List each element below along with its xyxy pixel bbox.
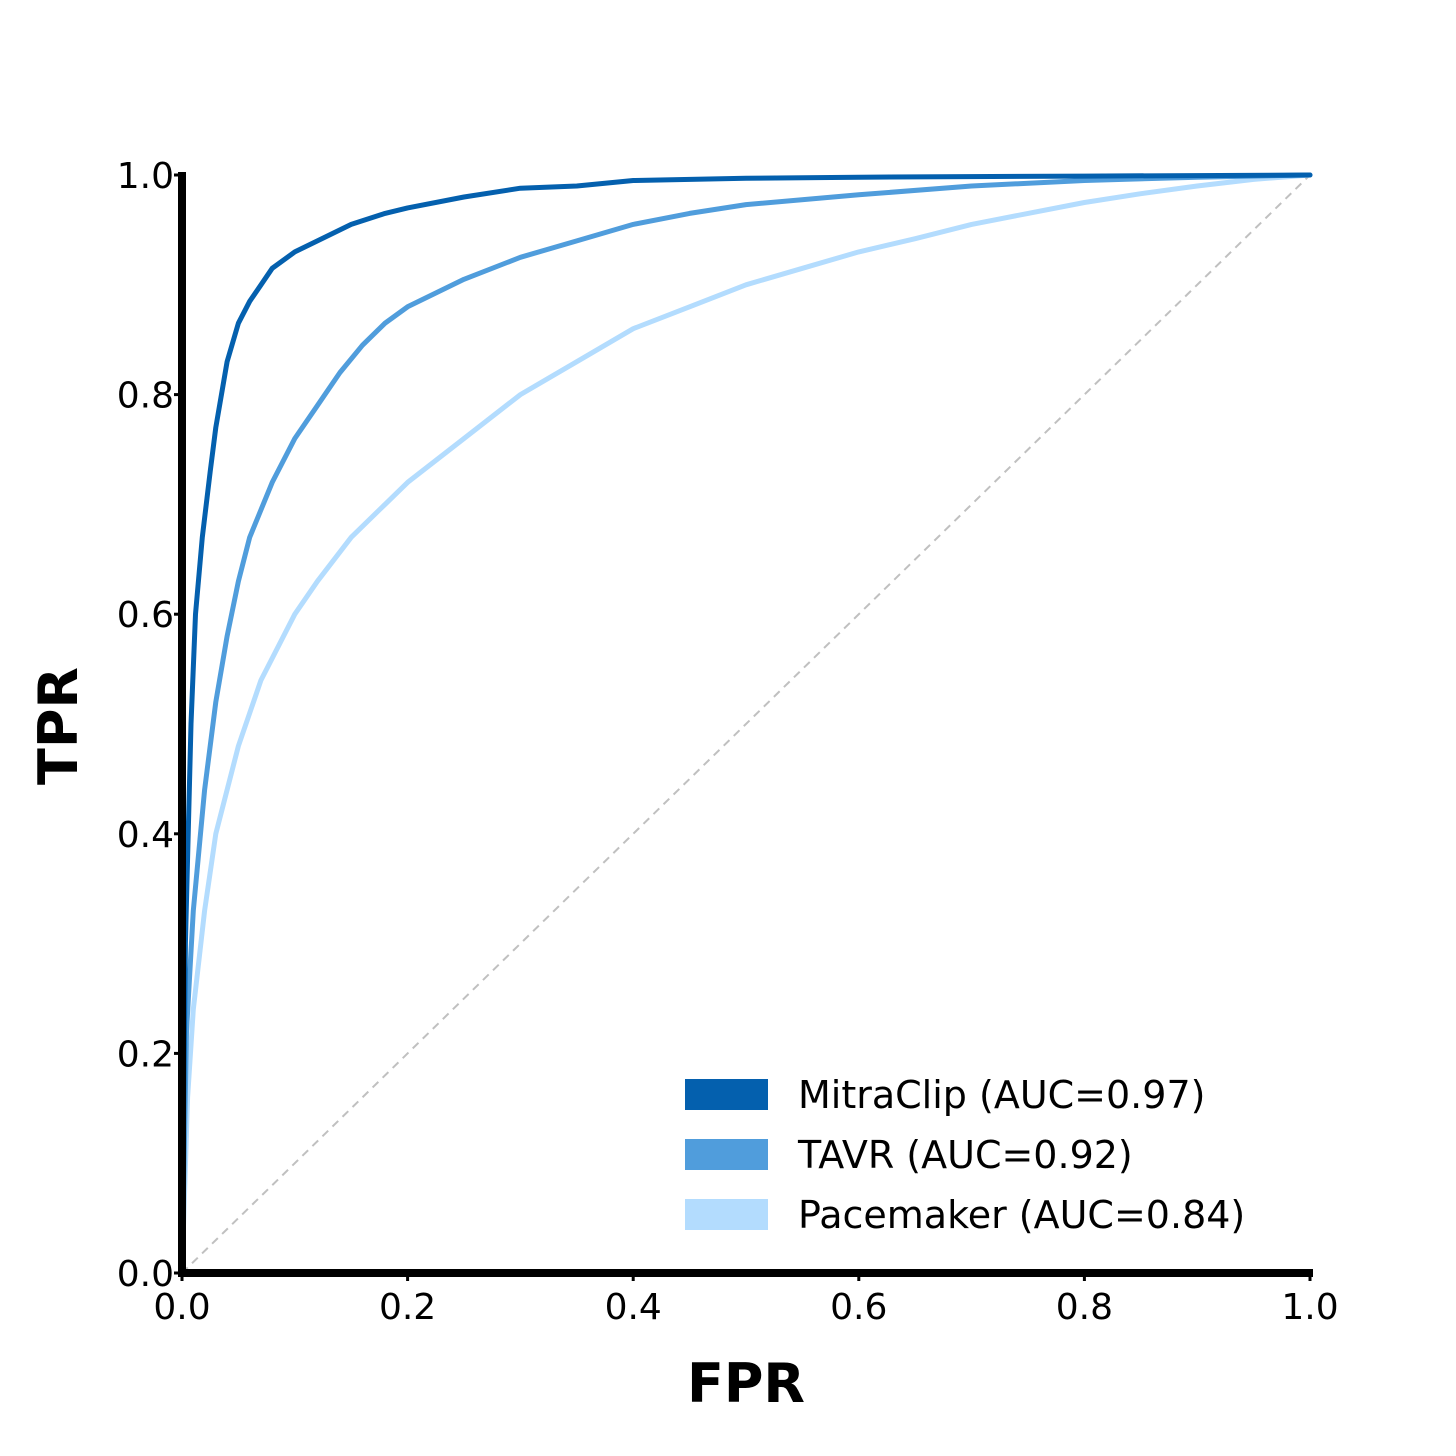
diagonal-reference-line — [181, 174, 1311, 1274]
x-tick-label: 0.8 — [1056, 1287, 1113, 1328]
y-tick-label: 0.6 — [117, 595, 174, 636]
x-tick-label: 0.0 — [153, 1287, 210, 1328]
series-line-1 — [179, 172, 1313, 1276]
x-axis-title: FPR — [687, 1352, 805, 1415]
x-tick-label: 0.6 — [830, 1287, 887, 1328]
y-axis-title: TPR — [27, 667, 90, 785]
legend-label-1: TAVR (AUC=0.92) — [797, 1133, 1133, 1177]
legend-swatch-1 — [685, 1139, 768, 1170]
legend: MitraClip (AUC=0.97) TAVR (AUC=0.92) Pacem… — [685, 1073, 1245, 1237]
legend-swatch-0 — [685, 1079, 768, 1110]
legend-swatch-2 — [685, 1199, 768, 1230]
y-tick-label: 0.8 — [117, 376, 174, 417]
series-layer — [179, 172, 1313, 1276]
legend-label-0: MitraClip (AUC=0.97) — [798, 1073, 1205, 1117]
y-tick-label: 0.0 — [117, 1254, 174, 1295]
series-line-2 — [179, 172, 1313, 1276]
y-tick-label: 1.0 — [117, 156, 174, 197]
diagonal-reference-layer — [181, 174, 1311, 1274]
legend-label-2: Pacemaker (AUC=0.84) — [798, 1193, 1245, 1237]
x-tick-label: 1.0 — [1281, 1287, 1338, 1328]
x-tick-label: 0.2 — [379, 1287, 436, 1328]
x-tick-label: 0.4 — [605, 1287, 662, 1328]
y-tick-label: 0.2 — [117, 1034, 174, 1075]
axes-layer — [178, 172, 1313, 1277]
y-tick-label: 0.4 — [117, 815, 174, 856]
series-line-0 — [179, 172, 1313, 1276]
ticks-layer: 0.0 0.2 0.4 0.6 0.8 1.0 0.0 0.2 0.4 0.6 0.8 1.0 — [117, 156, 1339, 1328]
